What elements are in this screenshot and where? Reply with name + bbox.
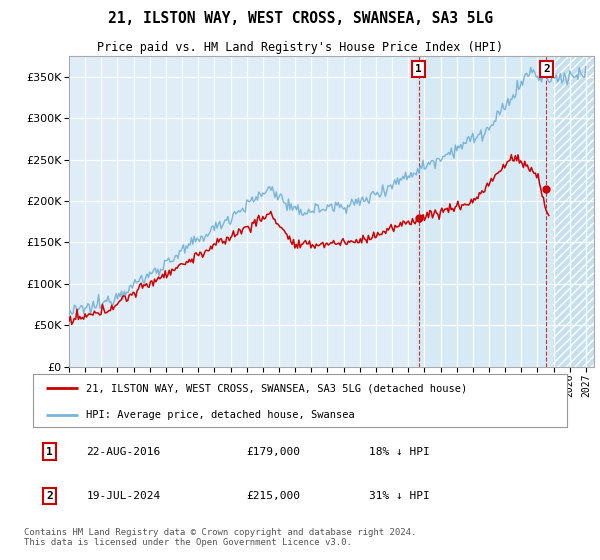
Text: Price paid vs. HM Land Registry's House Price Index (HPI): Price paid vs. HM Land Registry's House … — [97, 41, 503, 54]
Text: 21, ILSTON WAY, WEST CROSS, SWANSEA, SA3 5LG (detached house): 21, ILSTON WAY, WEST CROSS, SWANSEA, SA3… — [86, 384, 467, 394]
Text: Contains HM Land Registry data © Crown copyright and database right 2024.
This d: Contains HM Land Registry data © Crown c… — [23, 528, 416, 548]
Bar — [416, 56, 553, 367]
Text: 1: 1 — [46, 446, 53, 456]
Text: 1: 1 — [415, 64, 422, 74]
Text: 21, ILSTON WAY, WEST CROSS, SWANSEA, SA3 5LG: 21, ILSTON WAY, WEST CROSS, SWANSEA, SA3… — [107, 11, 493, 26]
Text: 18% ↓ HPI: 18% ↓ HPI — [370, 446, 430, 456]
Text: £215,000: £215,000 — [247, 491, 301, 501]
Text: HPI: Average price, detached house, Swansea: HPI: Average price, detached house, Swan… — [86, 410, 355, 420]
Text: 2: 2 — [543, 64, 550, 74]
Text: 31% ↓ HPI: 31% ↓ HPI — [370, 491, 430, 501]
Text: 19-JUL-2024: 19-JUL-2024 — [86, 491, 161, 501]
Text: 2: 2 — [46, 491, 53, 501]
Text: £179,000: £179,000 — [247, 446, 301, 456]
Text: 22-AUG-2016: 22-AUG-2016 — [86, 446, 161, 456]
Bar — [553, 56, 600, 367]
